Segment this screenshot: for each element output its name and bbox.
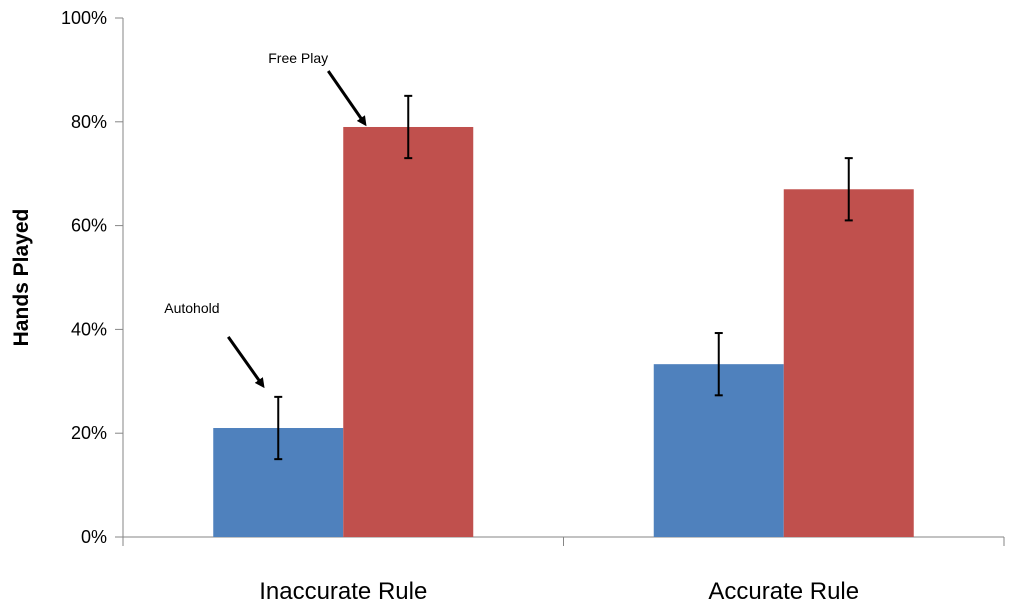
- y-tick-label: 80%: [71, 112, 107, 132]
- y-ticks: 0% 20% 40% 60% 80% 100%: [61, 8, 123, 547]
- annotation-label: Free Play: [268, 50, 328, 66]
- y-tick-label: 20%: [71, 423, 107, 443]
- y-axis-title-group: Hands Played: [10, 209, 33, 347]
- y-tick-label: 0%: [81, 527, 107, 547]
- annotations: Autohold Free Play: [164, 50, 367, 389]
- bar: [343, 126, 474, 538]
- y-tick-label: 100%: [61, 8, 107, 28]
- bar: [783, 189, 914, 537]
- x-labels: Inaccurate Rule Accurate Rule: [259, 578, 859, 605]
- annotation-arrow: [327, 70, 367, 127]
- annotation-arrow: [227, 336, 265, 389]
- x-category-label: Accurate Rule: [708, 578, 859, 605]
- annotation-label: Autohold: [164, 300, 219, 316]
- y-axis-title: Hands Played: [10, 209, 33, 347]
- y-tick-label: 40%: [71, 319, 107, 339]
- error-bars: [274, 94, 853, 461]
- y-tick-label: 60%: [71, 216, 107, 236]
- bars: [213, 126, 914, 538]
- x-category-label: Inaccurate Rule: [259, 578, 427, 605]
